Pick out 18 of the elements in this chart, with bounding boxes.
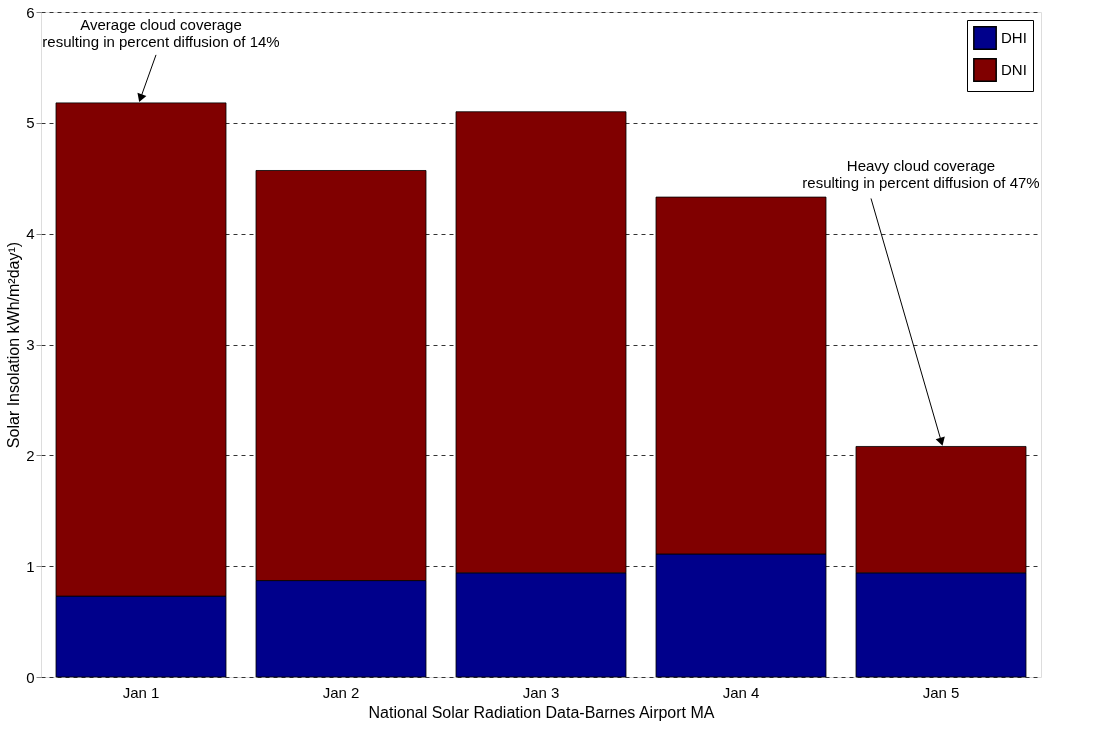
y-tick-label: 2 — [26, 446, 35, 464]
legend-label: DNI — [1001, 61, 1027, 78]
x-tick-label: Jan 5 — [922, 683, 960, 701]
x-tick-label: Jan 4 — [722, 683, 760, 701]
x-tick-label: Jan 3 — [522, 683, 560, 701]
y-tick-label: 4 — [26, 225, 35, 243]
y-axis-title: Solar Insolation kWh/m²day¹) — [5, 241, 23, 449]
annotation: Average cloud coverage resulting in percent diffusion of 14% — [42, 15, 280, 50]
annotation: Heavy cloud coverage resulting in percent diffusion of 47% — [802, 157, 1040, 192]
y-tick-label: 3 — [26, 336, 35, 353]
y-tick-label: 5 — [26, 114, 35, 132]
legend-label: DHI — [1001, 29, 1027, 46]
x-axis-title: National Solar Radiation Data-Barnes Airport MA — [368, 703, 715, 721]
x-tick-label: Jan 2 — [322, 683, 360, 701]
y-tick-label: 6 — [26, 3, 35, 21]
y-tick-label: 1 — [26, 557, 35, 575]
x-tick-label: Jan 1 — [122, 683, 160, 701]
y-tick-label: 0 — [26, 668, 35, 686]
